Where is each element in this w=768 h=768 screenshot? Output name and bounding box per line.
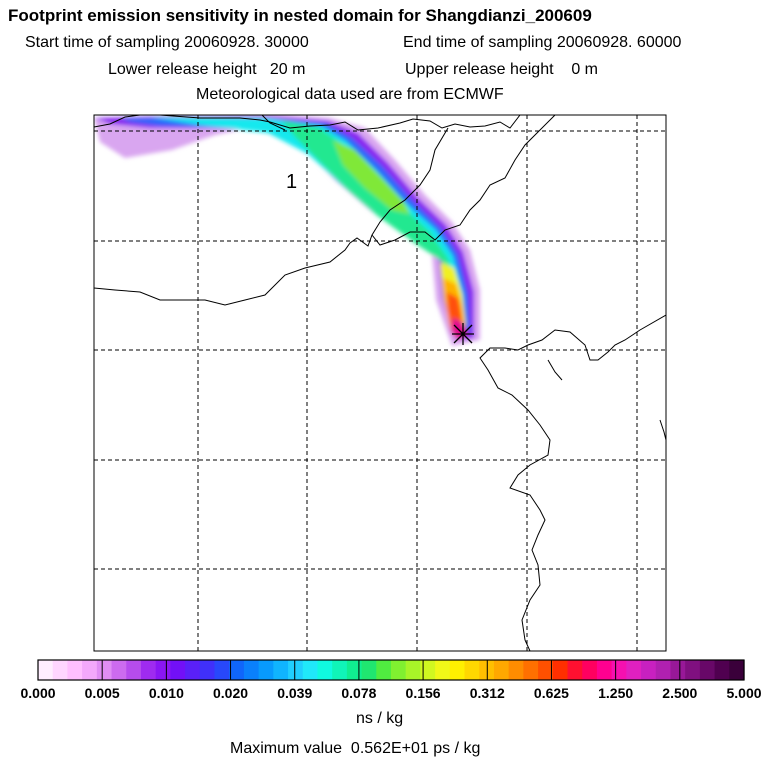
colorbar-segment — [435, 660, 451, 680]
colorbar-segment — [567, 660, 583, 680]
maximum-value: Maximum value 0.562E+01 ps / kg — [230, 740, 481, 757]
colorbar-segment — [655, 660, 672, 680]
coastline-east-island — [659, 419, 666, 441]
colorbar-segment — [405, 660, 422, 680]
colorbar-segment — [523, 660, 539, 680]
colorbar-segment — [185, 660, 201, 680]
colorbar-segment — [258, 660, 274, 680]
colorbar-segment — [302, 660, 319, 680]
colorbar-segment — [538, 660, 554, 680]
colorbar-tick-label: 0.156 — [405, 685, 441, 701]
coastline-east-inlet — [547, 359, 563, 381]
colorbar-segment — [67, 660, 83, 680]
colorbar-segment — [111, 660, 127, 680]
colorbar-segment — [699, 660, 716, 680]
colorbar-segment — [332, 660, 348, 680]
colorbar-segment — [38, 660, 54, 680]
colorbar-segment — [449, 660, 466, 680]
colorbar-tick-label: 1.250 — [598, 685, 634, 701]
lower-release-height: Lower release height 20 m — [108, 61, 306, 78]
colorbar-tick-label: 0.020 — [213, 685, 249, 701]
colorbar-segment — [376, 660, 392, 680]
colorbar-segment — [596, 660, 613, 680]
colorbar-segment — [243, 660, 260, 680]
coastline-north-bay — [261, 115, 286, 131]
colorbar-segment — [685, 660, 701, 680]
colorbar-segment — [670, 660, 686, 680]
coastline-east — [479, 314, 666, 651]
colorbar-segment — [641, 660, 657, 680]
colorbar-tick-label: 0.312 — [469, 685, 505, 701]
colorbar-segment — [464, 660, 480, 680]
colorbar-segment — [229, 660, 245, 680]
coastline-north — [94, 115, 521, 131]
colorbar-segment — [391, 660, 407, 680]
coastline-peninsula — [371, 115, 556, 246]
colorbar-segment — [170, 660, 186, 680]
plume-blue-band — [120, 117, 470, 336]
colorbar-segment — [140, 660, 157, 680]
colorbar-segment — [273, 660, 289, 680]
colorbar-tick-label: 0.010 — [148, 685, 184, 701]
colorbar-segment — [508, 660, 524, 680]
meteorological-source: Meteorological data used are from ECMWF — [196, 86, 504, 103]
colorbar-segment — [552, 660, 569, 680]
colorbar-segment — [714, 660, 730, 680]
sampling-end-time: End time of sampling 20060928. 60000 — [403, 34, 682, 51]
colorbar-segment — [626, 660, 642, 680]
colorbar-segment — [729, 660, 745, 680]
colorbar-tick-label: 0.625 — [533, 685, 569, 701]
colorbar-segment — [126, 660, 142, 680]
colorbar-segment — [96, 660, 113, 680]
colorbar-segment — [611, 660, 627, 680]
plume-green-band — [282, 121, 462, 330]
colorbar-segment — [582, 660, 598, 680]
colorbar-segment — [199, 660, 216, 680]
colorbar-segment — [52, 660, 69, 680]
colorbar-segment — [288, 660, 304, 680]
coastline-gulf — [94, 127, 449, 306]
plume-core-lime — [333, 140, 410, 214]
colorbar-units: ns / kg — [356, 710, 404, 727]
plume-near-source-red — [447, 292, 463, 330]
colorbar-tick-label: 0.005 — [84, 685, 120, 701]
colorbar-tick-label: 0.000 — [20, 685, 56, 701]
release-site-star — [452, 323, 474, 345]
colorbar-segment — [82, 660, 98, 680]
colorbar-segment — [493, 660, 510, 680]
colorbar-segment — [155, 660, 171, 680]
colorbar-segment — [361, 660, 377, 680]
sampling-start-time: Start time of sampling 20060928. 30000 — [25, 34, 309, 51]
plot-title: Footprint emission sensitivity in nested… — [8, 6, 592, 25]
map-frame — [93, 114, 667, 652]
colorbar-tick-label: 2.500 — [662, 685, 698, 701]
colorbar-frame — [37, 659, 745, 681]
colorbar-segment — [346, 660, 363, 680]
coastlines — [94, 115, 666, 651]
cluster-label: 1 — [286, 171, 297, 193]
colorbar-segment — [317, 660, 333, 680]
colorbar-tick-label: 0.039 — [277, 685, 313, 701]
colorbar — [37, 659, 745, 681]
plume — [94, 115, 666, 651]
colorbar-segment — [420, 660, 436, 680]
upper-release-height: Upper release height 0 m — [405, 61, 598, 78]
colorbar-segment — [214, 660, 230, 680]
colorbar-tick-label: 5.000 — [726, 685, 762, 701]
gridlines — [94, 115, 666, 651]
colorbar-tick-label: 0.078 — [341, 685, 377, 701]
